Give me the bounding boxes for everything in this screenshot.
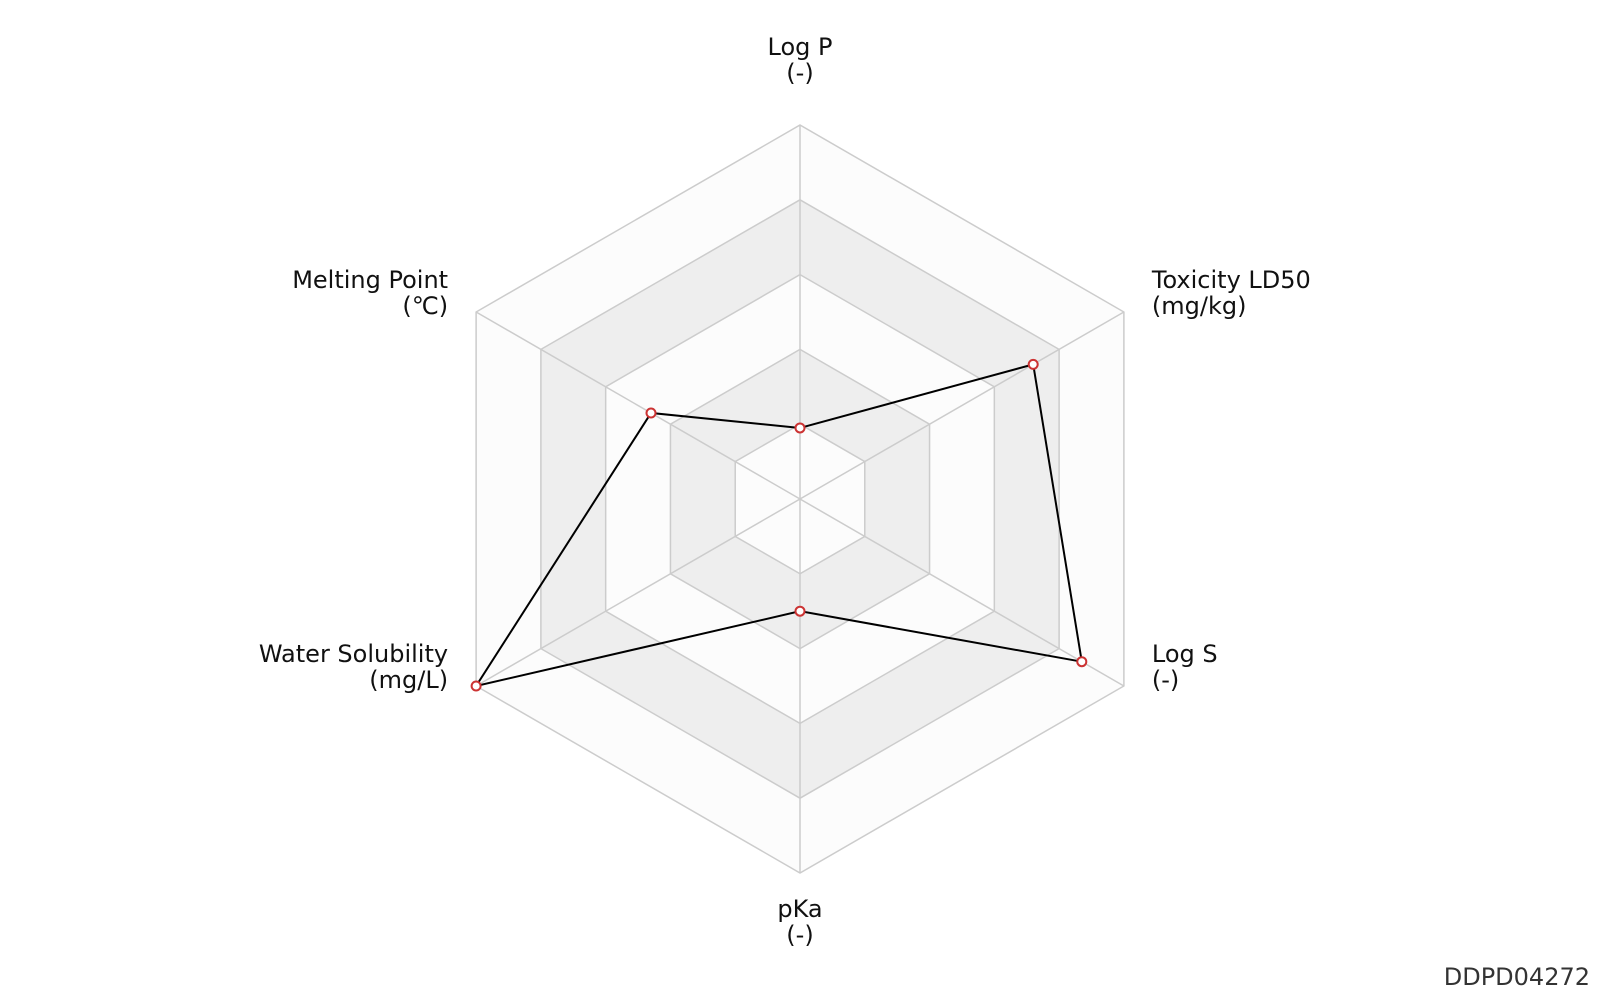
axis-label: pKa [777, 895, 822, 923]
spoke [475, 311, 801, 500]
marker [794, 422, 806, 434]
spoke [475, 498, 801, 687]
axis-unit: (-) [786, 59, 813, 87]
spoke [799, 498, 1125, 687]
axis-label: Log P [768, 33, 833, 61]
axis-unit: (mg/kg) [1152, 292, 1247, 320]
spoke [799, 311, 1125, 500]
watermark: DDPD04272 [1444, 963, 1590, 991]
axis-label: Melting Point [292, 266, 448, 294]
axis-unit: (℃) [402, 292, 448, 320]
axis-unit: (-) [1152, 666, 1179, 694]
marker [1027, 358, 1039, 370]
axis-unit: (mg/L) [369, 666, 448, 694]
marker [645, 407, 657, 419]
marker [794, 605, 806, 617]
axis-unit: (-) [786, 921, 813, 949]
axis-label: Log S [1152, 640, 1218, 668]
axis-label: Toxicity LD50 [1151, 266, 1311, 294]
marker [1076, 656, 1088, 668]
axis-label: Water Solubility [259, 640, 448, 668]
marker [470, 680, 482, 692]
